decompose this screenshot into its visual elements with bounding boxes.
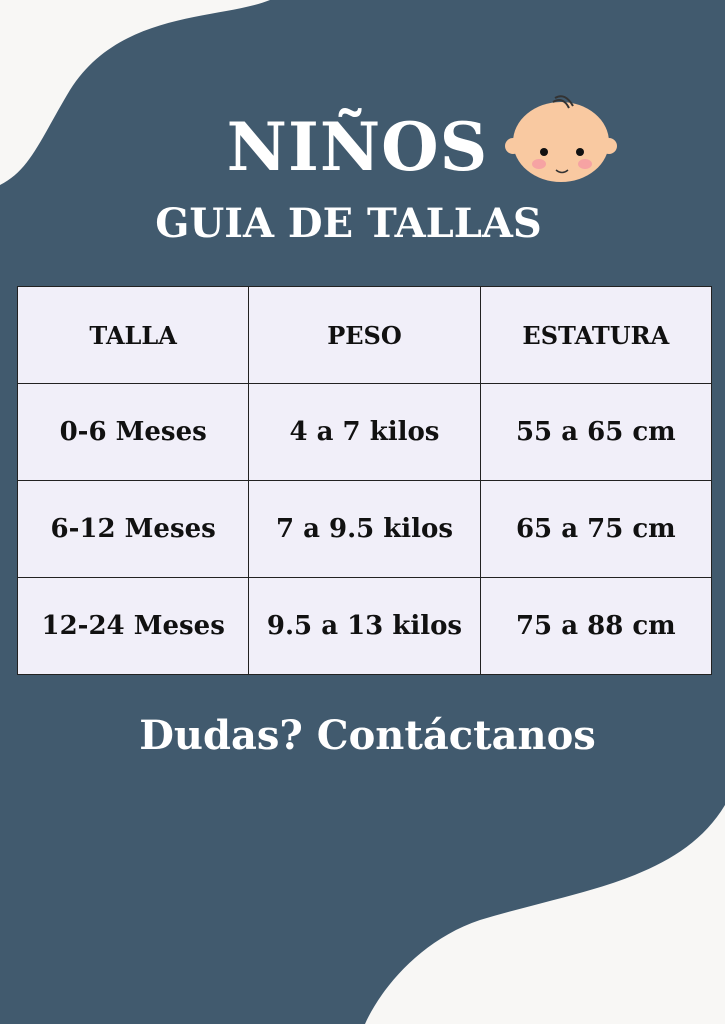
baby-face-icon bbox=[505, 95, 617, 182]
contact-text: Dudas? Contáctanos bbox=[139, 712, 596, 759]
table-header-row: TALLA PESO ESTATURA bbox=[16, 286, 713, 384]
size-table: TALLA PESO ESTATURA 0-6 Meses 4 a 7 kilo… bbox=[16, 286, 713, 675]
top-left-blob bbox=[0, 0, 270, 185]
header-estatura: ESTATURA bbox=[479, 286, 713, 384]
table-row: 12-24 Meses 9.5 a 13 kilos 75 a 88 cm bbox=[16, 577, 713, 675]
cell-talla: 0-6 Meses bbox=[16, 383, 250, 481]
page-title: NIÑOS bbox=[226, 108, 489, 186]
header-peso: PESO bbox=[248, 286, 481, 384]
cell-talla: 6-12 Meses bbox=[16, 480, 250, 578]
cell-peso: 7 a 9.5 kilos bbox=[248, 480, 481, 578]
cell-talla: 12-24 Meses bbox=[16, 577, 250, 675]
cell-estatura: 65 a 75 cm bbox=[479, 480, 713, 578]
page-subtitle: GUIA DE TALLAS bbox=[155, 200, 542, 247]
bottom-right-blob bbox=[365, 805, 725, 1024]
table-row: 6-12 Meses 7 a 9.5 kilos 65 a 75 cm bbox=[16, 480, 713, 578]
cell-peso: 4 a 7 kilos bbox=[248, 383, 481, 481]
cell-peso: 9.5 a 13 kilos bbox=[248, 577, 481, 675]
cell-estatura: 75 a 88 cm bbox=[479, 577, 713, 675]
table-row: 0-6 Meses 4 a 7 kilos 55 a 65 cm bbox=[16, 383, 713, 481]
header-talla: TALLA bbox=[16, 286, 250, 384]
cell-estatura: 55 a 65 cm bbox=[479, 383, 713, 481]
